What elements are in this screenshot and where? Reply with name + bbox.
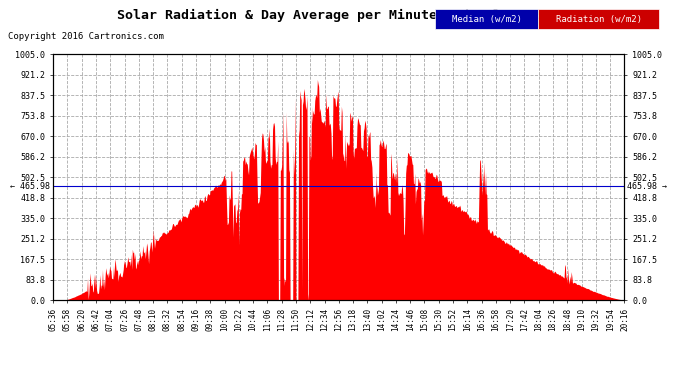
Text: 465.98 →: 465.98 → [627,182,667,190]
Text: Median (w/m2): Median (w/m2) [451,15,522,24]
Text: ← 465.98: ← 465.98 [10,182,50,190]
Text: Radiation (w/m2): Radiation (w/m2) [555,15,642,24]
Text: Copyright 2016 Cartronics.com: Copyright 2016 Cartronics.com [8,32,164,41]
Text: Solar Radiation & Day Average per Minute Wed Jul 20 20:22: Solar Radiation & Day Average per Minute… [117,9,573,22]
